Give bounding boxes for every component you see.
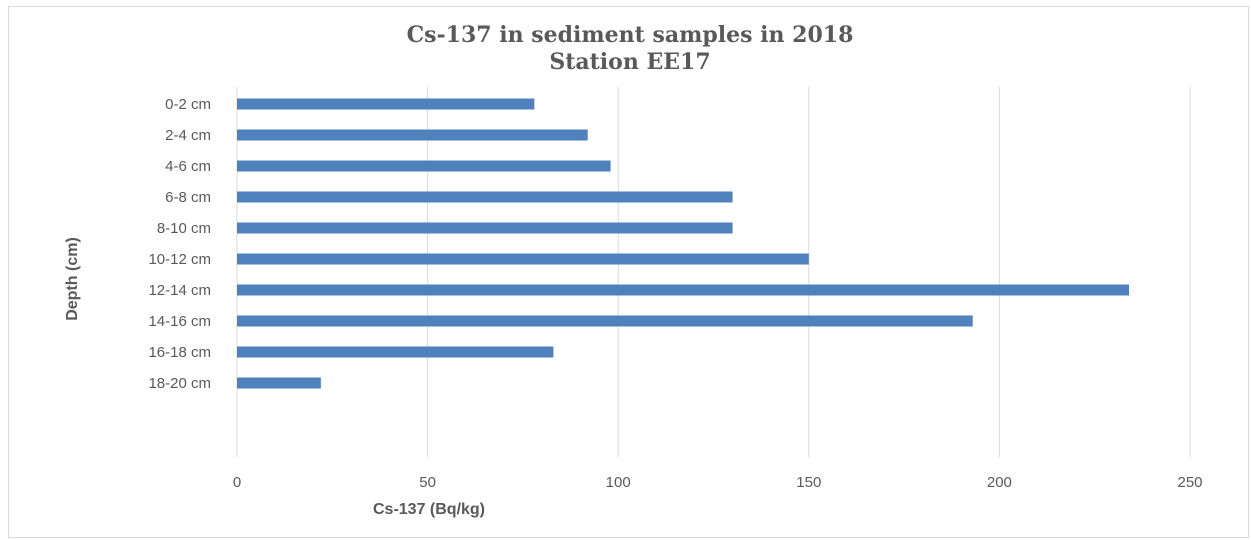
x-tick-label: 250 (1177, 474, 1202, 491)
bar (237, 129, 588, 141)
x-tick-labels: 0 50 100 150 200 250 (233, 474, 1203, 491)
bar (237, 315, 973, 327)
y-tick-label: 12-14 cm (148, 282, 211, 299)
y-tick-label: 0-2 cm (165, 96, 211, 113)
x-tick-label: 50 (419, 474, 436, 491)
bar (237, 346, 554, 358)
y-tick-label: 2-4 cm (165, 127, 211, 144)
bar (237, 98, 535, 110)
bar (237, 284, 1130, 296)
bar (237, 160, 611, 172)
bar (237, 377, 321, 389)
x-tick-label: 100 (606, 474, 631, 491)
y-tick-label: 16-18 cm (148, 344, 211, 361)
y-tick-label: 6-8 cm (165, 189, 211, 206)
grid-lines (236, 87, 1191, 457)
chart-title: Cs-137 in sediment samples in 2018 (407, 22, 854, 48)
y-tick-labels: 0-2 cm 2-4 cm 4-6 cm 6-8 cm 8-10 cm 10-12 cm 1… (148, 96, 211, 392)
bar (237, 253, 809, 265)
chart-frame: Cs-137 in sediment samples in 2018 Stati… (8, 6, 1249, 538)
x-axis-title: Cs-137 (Bq/kg) (373, 501, 485, 518)
y-axis-title: Depth (cm) (64, 237, 81, 321)
chart-svg: Cs-137 in sediment samples in 2018 Stati… (64, 22, 1203, 518)
chart-subtitle: Station EE17 (549, 49, 710, 75)
bar (237, 191, 733, 203)
x-tick-label: 150 (796, 474, 821, 491)
x-tick-label: 200 (987, 474, 1012, 491)
y-tick-label: 14-16 cm (148, 313, 211, 330)
y-tick-label: 8-10 cm (157, 220, 211, 237)
x-tick-label: 0 (233, 474, 241, 491)
y-tick-label: 4-6 cm (165, 158, 211, 175)
bars (237, 98, 1130, 389)
y-tick-label: 18-20 cm (148, 375, 211, 392)
bar (237, 222, 733, 234)
y-tick-label: 10-12 cm (148, 251, 211, 268)
